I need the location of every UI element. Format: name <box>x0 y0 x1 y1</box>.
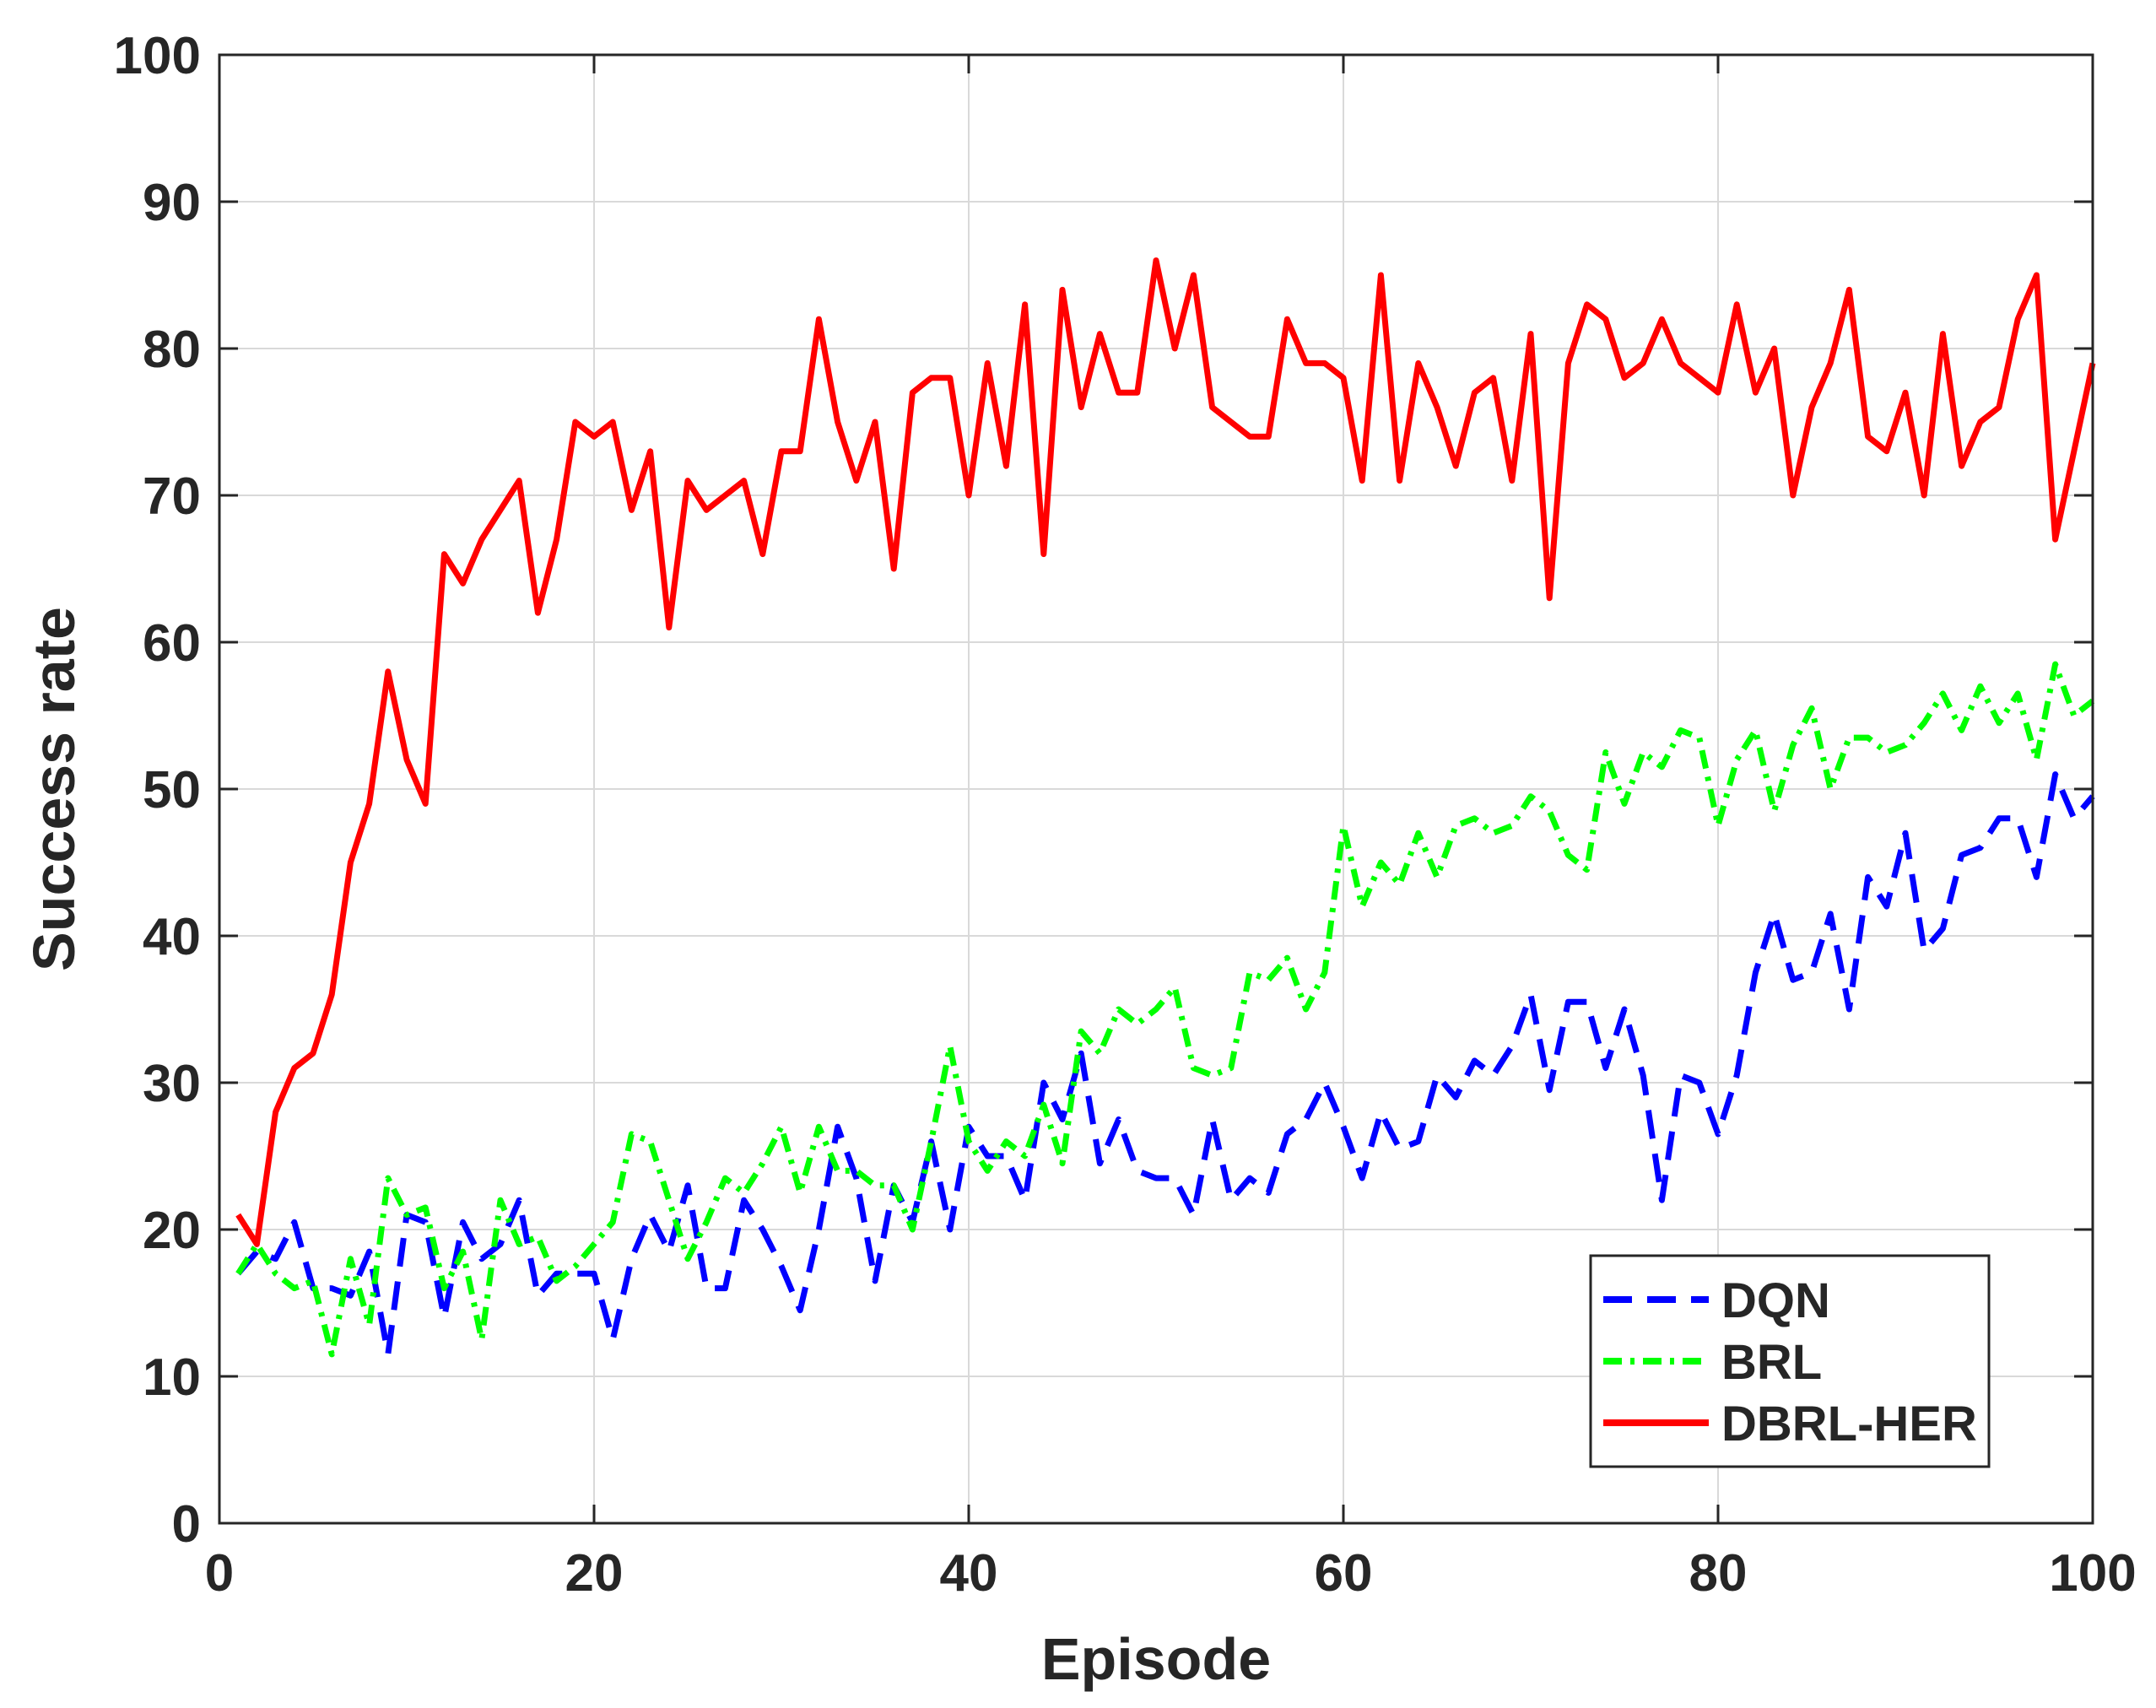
x-tick-label: 60 <box>1315 1544 1373 1603</box>
grid-lines <box>219 55 2093 1523</box>
x-tick-label: 40 <box>940 1544 998 1603</box>
y-tick-label: 50 <box>143 761 201 819</box>
y-tick-label: 10 <box>143 1349 201 1407</box>
y-tick-label: 0 <box>172 1495 201 1554</box>
y-tick-label: 60 <box>143 614 201 673</box>
y-tick-label: 90 <box>143 174 201 232</box>
series-layer <box>235 257 2096 1358</box>
legend: DQN BRL DBRL-HER <box>1589 1254 1991 1468</box>
legend-label-dbrl-her: DBRL-HER <box>1721 1397 1977 1451</box>
x-tick-label: 100 <box>2049 1544 2136 1603</box>
x-tick-label: 20 <box>565 1544 624 1603</box>
x-axis: 0 20 40 60 80 100 <box>205 55 2137 1603</box>
y-tick-label: 30 <box>143 1055 201 1113</box>
x-tick-label: 80 <box>1689 1544 1748 1603</box>
y-axis-title: Success rate <box>21 607 87 971</box>
y-axis: 0 10 20 30 40 50 60 70 80 90 100 <box>114 27 2093 1554</box>
y-tick-label: 80 <box>143 321 201 379</box>
y-tick-label: 20 <box>143 1202 201 1260</box>
series-line-dqn <box>235 771 2095 1358</box>
y-tick-label: 70 <box>143 468 201 526</box>
series-line-dbrl-her <box>235 257 2096 1247</box>
legend-label-brl: BRL <box>1721 1335 1822 1390</box>
y-tick-label: 40 <box>143 908 201 966</box>
x-axis-title: Episode <box>1041 1626 1271 1692</box>
y-tick-label: 100 <box>114 27 201 85</box>
legend-label-dqn: DQN <box>1721 1273 1830 1328</box>
x-tick-label: 0 <box>205 1544 234 1603</box>
